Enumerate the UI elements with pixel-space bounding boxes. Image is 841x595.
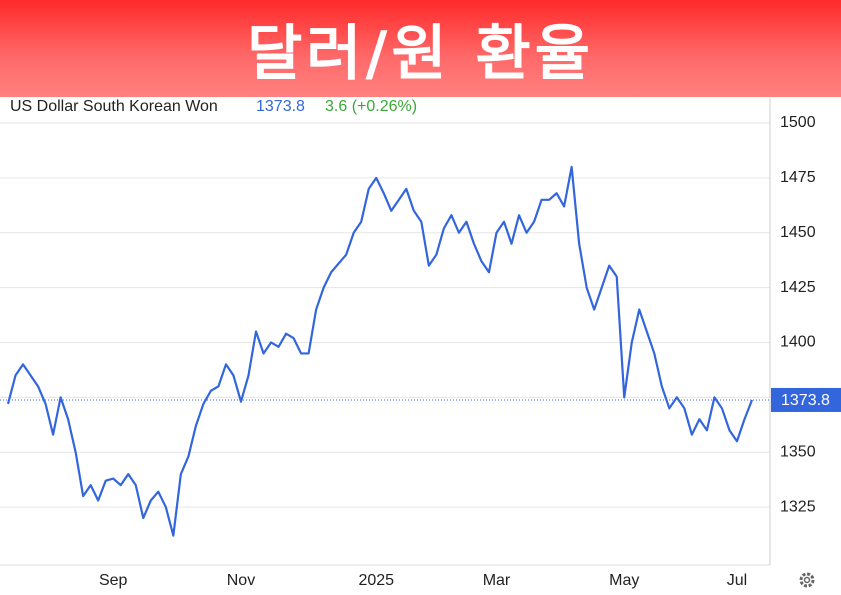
y-tick-label: 1425 xyxy=(780,279,816,296)
x-tick-label: Mar xyxy=(483,572,511,589)
x-tick-label: Nov xyxy=(227,572,255,589)
last-price-tag xyxy=(771,387,841,412)
y-tick-label: 1400 xyxy=(780,334,816,351)
y-tick-label: 1500 xyxy=(780,114,816,131)
x-tick-label: Sep xyxy=(99,572,128,589)
settings-icon-center xyxy=(803,576,811,584)
last-price: 1373.8 xyxy=(256,98,305,115)
price-line xyxy=(6,165,754,537)
banner-title: 달러/원 환율 xyxy=(247,19,594,89)
y-tick-label: 1350 xyxy=(780,443,816,460)
y-tick-label: 1325 xyxy=(780,498,816,515)
x-tick-label: 2025 xyxy=(358,572,394,589)
y-tick-label: 1450 xyxy=(780,224,816,241)
x-tick-label: May xyxy=(609,572,639,589)
last-price-label: 1373.8 xyxy=(781,392,830,409)
x-tick-label: Jul xyxy=(727,572,747,589)
banner: 달러/원 환율 xyxy=(0,0,841,97)
price-change: 3.6 (+0.26%) xyxy=(325,98,417,115)
y-tick-label: 1475 xyxy=(780,169,816,186)
instrument-name: US Dollar South Korean Won xyxy=(10,98,218,115)
settings-icon[interactable] xyxy=(799,572,815,588)
